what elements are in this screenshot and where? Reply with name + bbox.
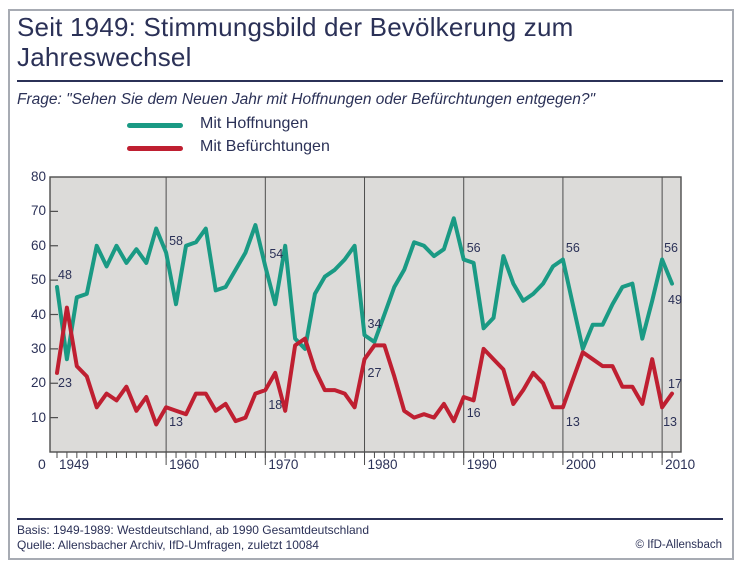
data-point-label: 56 — [466, 240, 481, 255]
y-tick-label: 30 — [30, 340, 46, 356]
x-tick-label: 1949 — [59, 457, 90, 472]
x-tick-label: 1970 — [268, 457, 299, 472]
y-tick-label: 10 — [30, 409, 46, 425]
footer-source: Quelle: Allensbacher Archiv, IfD-Umfrage… — [17, 538, 319, 552]
page-title: Seit 1949: Stimmungsbild der Bevölkerung… — [17, 12, 574, 73]
data-point-label: 16 — [466, 406, 481, 420]
x-tick-label: 1990 — [466, 457, 497, 472]
legend-label-fear: Mit Befürchtungen — [200, 138, 330, 155]
y-tick-label: 80 — [30, 169, 46, 184]
survey-question: Frage: "Sehen Sie dem Neuen Jahr mit Hof… — [17, 91, 595, 108]
data-point-label: 49 — [668, 292, 682, 307]
data-point-label: 13 — [565, 415, 580, 430]
footer-copyright: © IfD-Allensbach — [635, 539, 722, 551]
data-point-label: 17 — [668, 376, 682, 391]
y-tick-label: 20 — [30, 375, 46, 391]
data-point-label: 27 — [367, 366, 382, 381]
legend-swatch-fear — [127, 146, 183, 151]
data-point-label: 34 — [367, 317, 382, 332]
footer-basis: Basis: 1949-1989: Westdeutschland, ab 19… — [17, 523, 370, 537]
data-point-label: 48 — [58, 268, 72, 282]
data-point-label: 58 — [169, 233, 184, 248]
y-tick-label: 40 — [30, 306, 46, 322]
data-point-label: 18 — [268, 398, 283, 413]
y-tick-label: 60 — [30, 237, 46, 253]
y-origin-label: 0 — [38, 456, 46, 472]
data-point-label: 13 — [169, 415, 184, 430]
data-point-label: 56 — [565, 240, 580, 255]
x-tick-label: 1980 — [367, 457, 398, 472]
data-point-label: 23 — [58, 375, 72, 390]
data-point-label: 13 — [663, 415, 678, 430]
legend-label-hope: Mit Hoffnungen — [200, 115, 309, 132]
data-point-label: 56 — [664, 240, 679, 255]
data-point-label: 54 — [269, 247, 284, 262]
x-tick-label: 2000 — [565, 457, 596, 472]
x-tick-label: 1960 — [169, 457, 200, 472]
legend-swatch-hope — [127, 123, 183, 128]
footer-divider — [17, 518, 723, 520]
x-tick-label: 2010 — [665, 457, 696, 472]
y-tick-label: 70 — [30, 203, 46, 219]
title-divider — [17, 80, 723, 82]
y-tick-label: 50 — [30, 272, 46, 288]
